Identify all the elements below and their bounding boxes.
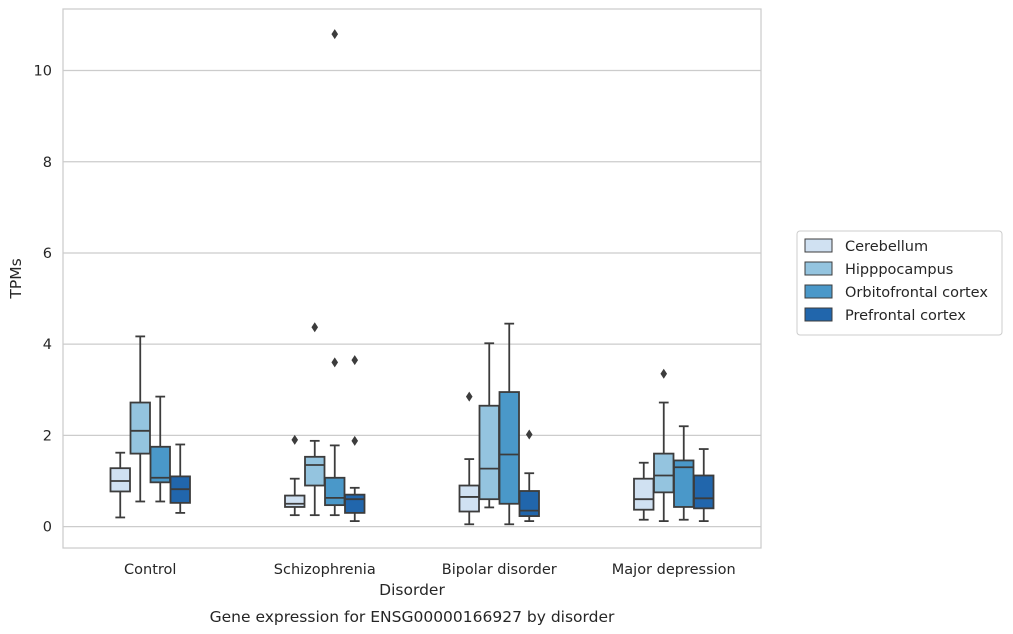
y-tick-label: 8: [43, 155, 52, 171]
y-tick-labels: 0 2 4 6 8 10: [34, 64, 52, 536]
box-iqr: [633, 477, 655, 511]
outlier-point: [351, 355, 359, 366]
box: [478, 342, 500, 509]
box: [109, 451, 131, 519]
box-iqr: [149, 445, 171, 484]
legend-frame: [796, 230, 1003, 336]
outlier-point: [660, 368, 668, 379]
box: [324, 29, 346, 517]
chart-caption: Gene expression for ENSG00000166927 by d…: [210, 608, 615, 626]
outlier-point: [291, 434, 299, 445]
plot-frame: [62, 8, 762, 549]
outlier-point: [525, 429, 533, 440]
outlier-point: [351, 435, 359, 446]
legend-label: Prefrontal cortex: [845, 308, 966, 324]
box-iqr: [304, 455, 326, 487]
legend-swatch: [804, 284, 833, 299]
box-iqr: [693, 474, 715, 510]
legend-item: Prefrontal cortex: [804, 307, 966, 324]
outlier-point: [331, 29, 339, 40]
box: [653, 368, 675, 522]
y-tick-label: 2: [43, 428, 52, 444]
legend: Cerebellum Hipppocampus Orbitofrontal cort…: [796, 230, 1003, 336]
box: [344, 355, 366, 522]
y-tick-label: 6: [43, 246, 52, 262]
y-axis-label: TPMs: [7, 258, 25, 299]
legend-item: Hipppocampus: [804, 261, 953, 278]
box: [169, 443, 191, 514]
box-iqr: [653, 452, 675, 494]
box-iqr: [344, 493, 366, 514]
legend-swatch: [804, 238, 833, 253]
legend-item: Cerebellum: [804, 238, 928, 255]
legend-label: Cerebellum: [845, 239, 928, 255]
series-cerebellum: [109, 391, 655, 526]
box-iqr: [129, 401, 151, 455]
gridlines: [63, 69, 761, 528]
legend-item: Orbitofrontal cortex: [804, 284, 988, 301]
x-tick-label: Bipolar disorder: [442, 562, 557, 578]
legend-label: Hipppocampus: [845, 262, 953, 278]
box-iqr: [284, 494, 306, 508]
legend-swatch: [804, 261, 833, 276]
box: [129, 335, 151, 503]
legend-swatch: [804, 307, 833, 322]
box: [304, 322, 326, 517]
series-hipppocampus: [129, 322, 675, 522]
box-iqr: [458, 484, 480, 513]
x-tick-label: Major depression: [612, 562, 736, 578]
x-tick-label: Control: [124, 562, 176, 578]
x-tick-label: Schizophrenia: [274, 562, 376, 578]
box-iqr: [478, 404, 500, 501]
box: [518, 429, 540, 522]
y-tick-label: 0: [43, 520, 52, 536]
box: [633, 461, 655, 521]
box: [498, 322, 520, 526]
legend-label: Orbitofrontal cortex: [845, 285, 988, 301]
box: [149, 395, 171, 503]
box-series: [109, 29, 715, 526]
box-iqr: [518, 490, 540, 517]
x-tick-labels: Control Schizophrenia Bipolar disorder Majo…: [124, 562, 736, 578]
series-prefrontal-cortex: [169, 355, 715, 522]
y-tick-label: 10: [34, 64, 52, 80]
outlier-point: [311, 322, 319, 333]
outlier-point: [331, 357, 339, 368]
box-iqr: [109, 467, 131, 493]
box-iqr: [498, 391, 520, 505]
box: [673, 425, 695, 521]
outlier-point: [465, 391, 473, 402]
box: [458, 391, 480, 526]
box-iqr: [324, 476, 346, 507]
x-axis-label: Disorder: [379, 581, 445, 599]
series-orbitofrontal-cortex: [149, 29, 695, 526]
box: [693, 448, 715, 522]
y-tick-label: 4: [43, 337, 52, 353]
box: [284, 434, 306, 517]
